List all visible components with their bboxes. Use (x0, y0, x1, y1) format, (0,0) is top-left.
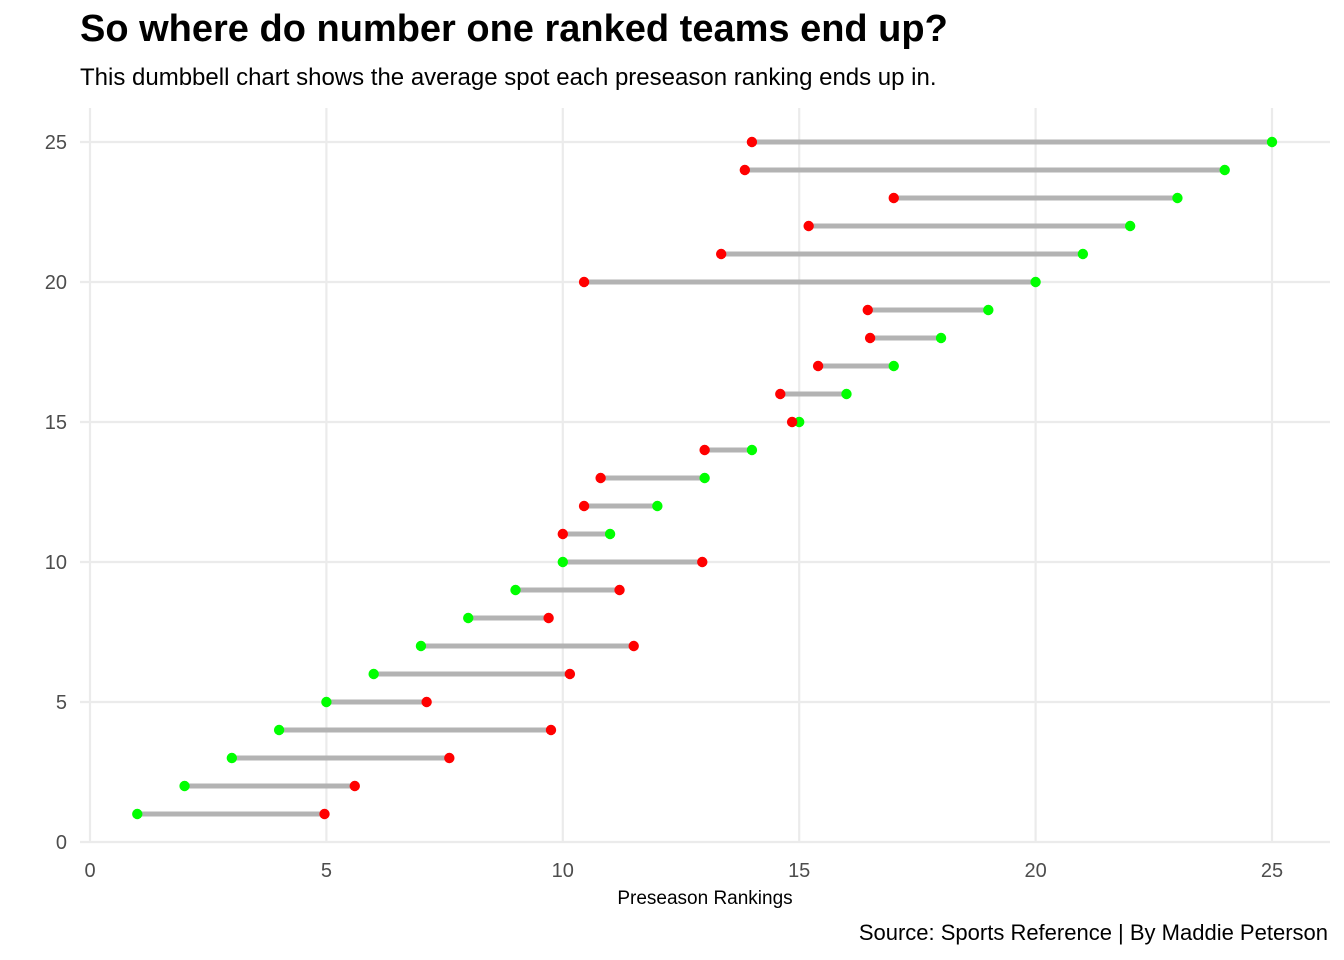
x-tick-label: 15 (788, 860, 810, 882)
final-rank-point (739, 164, 751, 176)
preseason-point (415, 640, 427, 652)
preseason-point (1172, 192, 1183, 204)
preseason-point (1124, 220, 1136, 232)
dumbbell-segments (137, 139, 1272, 817)
final-rank-point (746, 136, 758, 148)
preseason-point (1266, 136, 1278, 148)
final-rank-point (557, 528, 568, 540)
final-rank-point (715, 248, 727, 260)
x-tick-label: 25 (1261, 860, 1283, 882)
y-tick-label: 0 (56, 832, 67, 854)
final-rank-point (543, 612, 554, 624)
preseason-point (463, 612, 474, 624)
preseason-point (132, 808, 143, 820)
x-tick-label: 10 (552, 860, 574, 882)
final-rank-point (421, 696, 432, 708)
preseason-point (746, 444, 758, 456)
x-axis-title: Preseason Rankings (617, 888, 792, 909)
final-rank-point (319, 808, 330, 820)
y-tick-label: 20 (45, 272, 67, 294)
final-rank-point (595, 472, 606, 484)
final-rank-point (444, 752, 455, 764)
preseason-point (1030, 276, 1041, 288)
preseason-point (226, 752, 238, 764)
preseason-point (273, 724, 285, 736)
chart-caption: Source: Sports Reference | By Maddie Pet… (858, 920, 1328, 945)
final-rank-point (349, 780, 360, 792)
final-rank-point (699, 444, 710, 456)
preseason-point (1219, 164, 1230, 176)
preseason-point (604, 528, 616, 540)
preseason-point (652, 500, 663, 512)
final-rank-point (614, 584, 625, 596)
y-tick-label: 25 (45, 132, 67, 154)
preseason-point (1077, 248, 1089, 260)
final-rank-point (864, 332, 876, 344)
y-tick-label: 10 (45, 552, 67, 574)
final-rank-point (628, 640, 639, 652)
preseason-point (557, 556, 568, 568)
preseason-point (699, 472, 710, 484)
final-rank-point (775, 388, 786, 400)
final-rank-point (803, 220, 814, 232)
final-rank-point (786, 416, 798, 428)
final-rank-point (888, 192, 899, 204)
final-rank-point (564, 668, 576, 680)
final-rank-point (862, 304, 873, 316)
preseason-point (888, 360, 899, 372)
preseason-point (983, 304, 994, 316)
y-tick-label: 5 (56, 692, 67, 714)
final-rank-point (812, 360, 824, 372)
preseason-point (321, 696, 332, 708)
chart-subtitle: This dumbbell chart shows the average sp… (80, 64, 937, 91)
preseason-point (935, 332, 947, 344)
chart-title: So where do number one ranked teams end … (80, 8, 948, 50)
final-rank-point (545, 724, 557, 736)
final-rank-point (578, 276, 590, 288)
preseason-point (368, 668, 379, 680)
y-tick-label: 15 (45, 412, 67, 434)
x-tick-label: 5 (321, 860, 332, 882)
final-rank-point (697, 556, 708, 568)
preseason-point (179, 780, 190, 792)
x-tick-label: 0 (84, 860, 95, 882)
preseason-point (841, 388, 852, 400)
x-tick-label: 20 (1024, 860, 1046, 882)
axis-tick-labels: 0 5 10 15 20 25 0 5 10 15 20 25 (45, 132, 1283, 882)
final-rank-point (578, 500, 590, 512)
dumbbell-points (132, 136, 1278, 820)
preseason-point (510, 584, 521, 596)
